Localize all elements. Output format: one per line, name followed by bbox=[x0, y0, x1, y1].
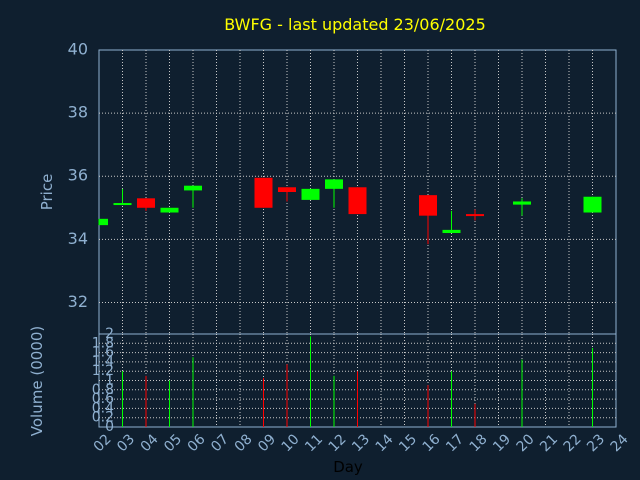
candle bbox=[184, 185, 202, 208]
x-tick-label: 06 bbox=[185, 431, 209, 455]
candle-body bbox=[348, 187, 367, 215]
x-tick-label: 04 bbox=[138, 431, 162, 455]
x-tick-label: 22 bbox=[561, 431, 585, 455]
x-tick-label: 07 bbox=[208, 431, 232, 455]
candle-body bbox=[254, 177, 273, 208]
volume-tick-label: 0.6 bbox=[92, 391, 114, 407]
x-tick-label: 23 bbox=[584, 431, 608, 455]
x-tick-label: 24 bbox=[608, 431, 632, 455]
candle bbox=[419, 195, 437, 245]
candle-body bbox=[160, 207, 179, 213]
volume-tick-label: 0.8 bbox=[92, 382, 114, 398]
x-tick-label: 19 bbox=[490, 431, 514, 455]
volume-tick-label: 0.4 bbox=[92, 400, 114, 416]
x-tick-label: 16 bbox=[420, 431, 444, 455]
candles bbox=[98, 177, 602, 245]
candle-body bbox=[466, 214, 484, 217]
volume-tick-label: 1.2 bbox=[92, 363, 114, 379]
candle bbox=[466, 209, 484, 221]
price-tick-label: 36 bbox=[68, 166, 88, 185]
candle-body bbox=[419, 195, 437, 216]
candle bbox=[98, 218, 108, 226]
x-tick-label: 17 bbox=[443, 431, 467, 455]
candle-body bbox=[137, 198, 155, 208]
x-tick-label: 09 bbox=[255, 431, 279, 455]
candle bbox=[442, 210, 461, 234]
price-tick-label: 40 bbox=[68, 40, 88, 59]
x-tick-label: 21 bbox=[537, 431, 561, 455]
candle bbox=[583, 196, 602, 213]
candle bbox=[278, 187, 296, 202]
volume-panel: 00.20.40.60.811.21.41.61.82 bbox=[92, 326, 617, 435]
candle-body bbox=[113, 203, 132, 206]
candle-body bbox=[278, 187, 296, 192]
x-tick-label: 18 bbox=[467, 431, 491, 455]
candle bbox=[301, 188, 320, 200]
candle-body bbox=[301, 188, 320, 200]
candle bbox=[113, 188, 132, 206]
volume-tick-label: 1.4 bbox=[92, 354, 114, 370]
x-tick-label: 12 bbox=[326, 431, 350, 455]
x-tick-label: 15 bbox=[396, 431, 420, 455]
candle bbox=[348, 187, 367, 215]
price-tick-label: 38 bbox=[68, 103, 88, 122]
candle bbox=[160, 207, 179, 213]
candle bbox=[254, 177, 273, 208]
volume-bars bbox=[122, 336, 593, 427]
x-tick-label: 05 bbox=[161, 431, 185, 455]
volume-tick-label: 0 bbox=[105, 419, 114, 435]
candle bbox=[137, 198, 155, 211]
volume-tick-label: 1.8 bbox=[92, 335, 114, 351]
x-tick-label: 20 bbox=[514, 431, 538, 455]
x-tick-label: 13 bbox=[349, 431, 373, 455]
x-tick-label: 08 bbox=[232, 431, 256, 455]
candle-body bbox=[325, 179, 343, 189]
volume-tick-label: 2 bbox=[105, 326, 114, 342]
price-y-ticks: 32 34 36 38 40 bbox=[68, 40, 88, 311]
volume-tick-label: 1.6 bbox=[92, 345, 114, 361]
candle-body bbox=[513, 201, 531, 205]
volume-tick-label: 0.2 bbox=[92, 410, 114, 426]
x-tick-label: 10 bbox=[279, 431, 303, 455]
candle-body bbox=[442, 229, 461, 234]
x-tick-label: 14 bbox=[373, 431, 397, 455]
price-axis-label: Price bbox=[38, 174, 56, 211]
volume-axis-label: Volume (0000) bbox=[28, 326, 46, 436]
candle bbox=[325, 179, 343, 208]
candle bbox=[513, 198, 531, 216]
candle-body bbox=[184, 185, 202, 191]
x-axis-label: Day bbox=[333, 458, 363, 476]
x-tick-label: 11 bbox=[302, 431, 326, 455]
candle-body bbox=[99, 218, 108, 226]
x-tick-label: 03 bbox=[114, 431, 138, 455]
price-panel: 32 34 36 38 40 bbox=[68, 40, 617, 335]
price-tick-label: 32 bbox=[68, 292, 88, 311]
x-ticks: 02 03 04 05 06 07 08 09 10 11 12 13 14 15 16 17 18 19 20 21… bbox=[91, 431, 632, 455]
price-tick-label: 34 bbox=[68, 229, 88, 248]
candle-body bbox=[583, 196, 602, 213]
volume-tick-label: 1 bbox=[105, 373, 114, 389]
volume-y-ticks: 00.20.40.60.811.21.41.61.82 bbox=[92, 326, 114, 435]
chart-title: BWFG - last updated 23/06/2025 bbox=[224, 15, 486, 34]
